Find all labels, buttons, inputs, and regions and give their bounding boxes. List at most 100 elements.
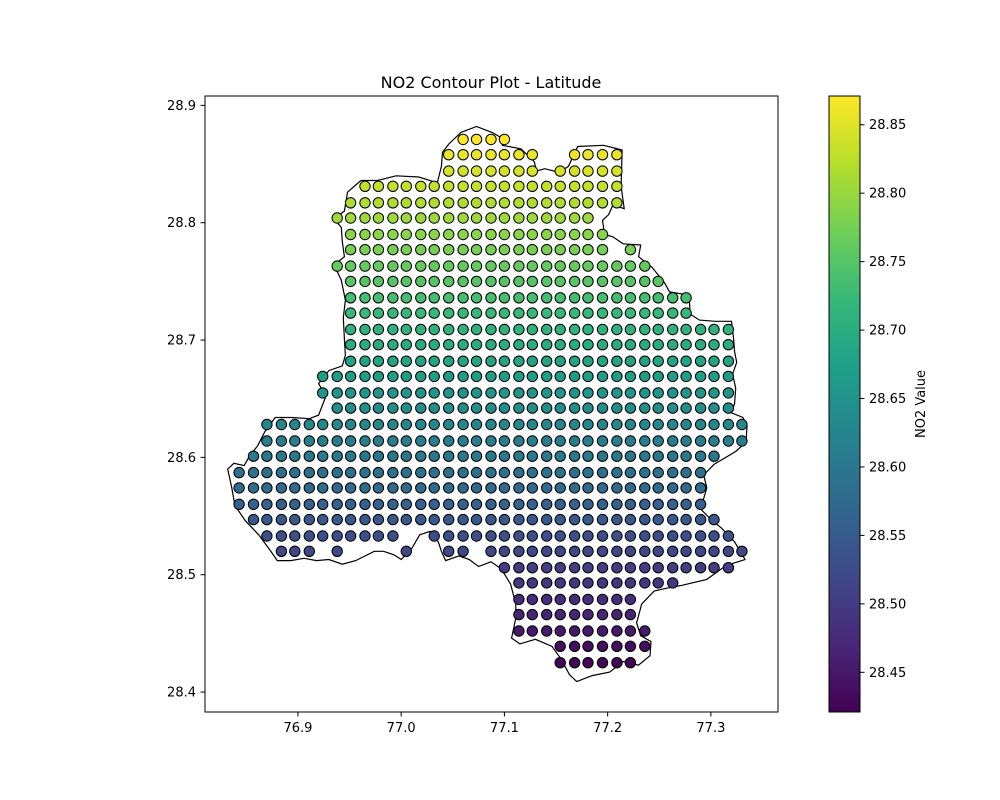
data-point — [708, 450, 720, 462]
data-point — [331, 513, 343, 526]
colorbar-tick-label: 28.65 — [869, 392, 906, 407]
data-point — [470, 292, 483, 304]
data-point — [344, 498, 357, 510]
y-axis: 28.4 28.5 28.6 28.7 28.8 28.9 — [167, 99, 205, 701]
data-point — [275, 513, 288, 526]
data-point — [387, 355, 399, 367]
data-point — [611, 593, 623, 606]
data-point — [470, 498, 483, 510]
data-point — [554, 370, 566, 383]
data-point — [289, 450, 301, 462]
data-point — [708, 418, 720, 431]
data-point — [485, 275, 497, 288]
data-point — [667, 370, 679, 383]
data-point — [568, 275, 581, 288]
data-point — [289, 466, 301, 479]
data-point — [596, 435, 609, 447]
data-point — [639, 482, 651, 494]
data-point — [470, 370, 483, 383]
data-point — [344, 466, 357, 479]
data-point — [596, 466, 609, 479]
data-point — [652, 370, 664, 383]
y-tick-label: 28.4 — [167, 686, 196, 701]
data-point — [359, 450, 371, 462]
data-point — [498, 418, 511, 431]
data-point — [722, 562, 735, 574]
data-point — [541, 244, 553, 256]
data-point — [443, 545, 455, 557]
data-point — [457, 545, 469, 557]
data-point — [611, 355, 623, 367]
data-point — [541, 275, 553, 288]
data-point — [596, 608, 609, 621]
data-point — [554, 323, 566, 336]
data-point — [596, 323, 609, 336]
data-point — [582, 275, 594, 288]
data-point — [554, 545, 566, 557]
data-point — [708, 323, 720, 336]
data-point — [541, 197, 553, 209]
data-point — [331, 466, 343, 479]
data-point — [652, 418, 664, 431]
data-point — [443, 355, 455, 367]
data-point — [400, 307, 412, 319]
region-boundary — [227, 125, 748, 683]
data-point — [443, 292, 455, 304]
data-point — [443, 370, 455, 383]
data-point — [582, 292, 594, 304]
data-point — [554, 498, 566, 510]
data-point — [387, 387, 399, 399]
data-point — [415, 292, 427, 304]
data-point — [667, 339, 679, 351]
data-point — [470, 260, 483, 272]
data-point — [498, 482, 511, 494]
data-point — [428, 197, 440, 209]
data-point — [667, 562, 679, 574]
data-point — [470, 387, 483, 399]
data-point — [415, 180, 427, 193]
data-point — [541, 307, 553, 319]
data-point — [639, 562, 651, 574]
data-point — [428, 307, 440, 319]
data-point — [611, 323, 623, 336]
data-point — [498, 530, 511, 542]
data-point — [596, 292, 609, 304]
data-point — [596, 180, 609, 193]
data-point — [694, 513, 707, 526]
data-point — [513, 387, 525, 399]
data-point — [667, 418, 679, 431]
data-point — [400, 275, 412, 288]
data-point — [541, 562, 553, 574]
data-point — [526, 562, 538, 574]
data-point — [652, 530, 664, 542]
data-point — [513, 323, 525, 336]
data-point — [582, 370, 594, 383]
data-point — [485, 180, 497, 193]
data-point — [498, 307, 511, 319]
data-point — [247, 513, 260, 526]
data-point — [485, 228, 497, 241]
data-point — [485, 435, 497, 447]
data-point — [415, 260, 427, 272]
data-point — [498, 165, 511, 177]
data-point — [554, 307, 566, 319]
data-point — [331, 530, 343, 542]
data-point — [652, 387, 664, 399]
data-point — [639, 498, 651, 510]
data-point — [261, 466, 273, 479]
data-point — [485, 133, 497, 146]
data-point — [680, 370, 692, 383]
data-point — [708, 530, 720, 542]
data-point — [331, 418, 343, 431]
data-point — [359, 435, 371, 447]
data-point — [568, 228, 581, 241]
colorbar-gradient — [828, 95, 861, 713]
data-point — [289, 530, 301, 542]
data-point — [457, 339, 469, 351]
data-point — [470, 197, 483, 209]
data-point — [624, 482, 637, 494]
data-point — [247, 498, 260, 510]
data-point — [541, 180, 553, 193]
data-point — [470, 402, 483, 414]
data-point — [359, 260, 371, 272]
